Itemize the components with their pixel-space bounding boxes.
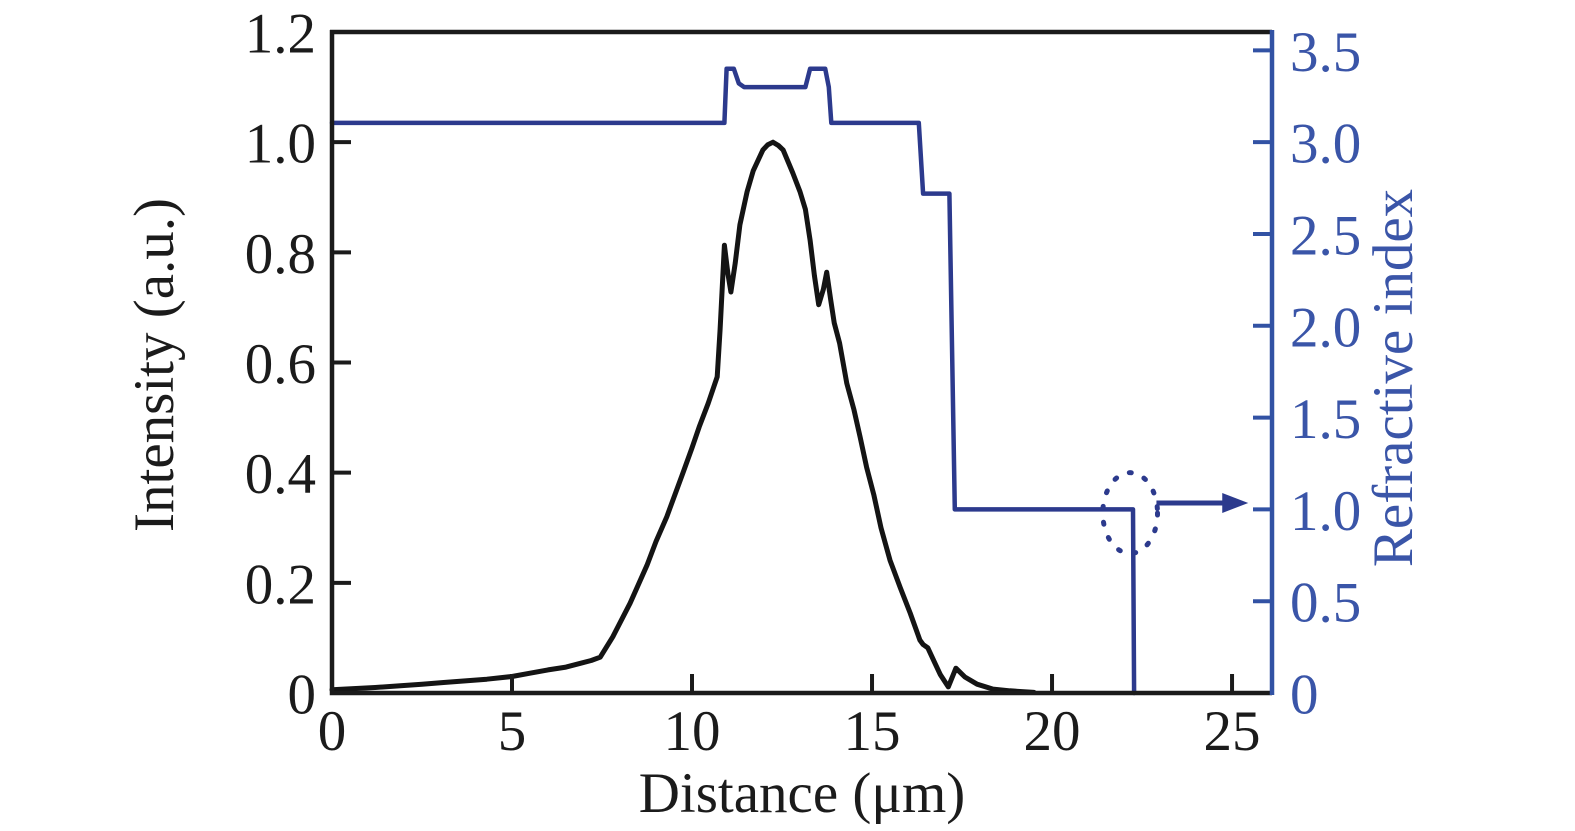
- y-left-tick-label: 0.2: [245, 553, 316, 616]
- tick-marks-group: [332, 48, 1272, 693]
- y-right-tick-label: 2.5: [1290, 204, 1361, 267]
- x-tick-label: 15: [844, 700, 901, 763]
- y-left-tick-label: 0.4: [245, 443, 316, 506]
- y-right-tick-label: 0.5: [1290, 572, 1361, 635]
- x-tick-label: 5: [498, 700, 527, 763]
- y-right-tick-label: 2.0: [1290, 296, 1361, 359]
- intensity-curve: [329, 139, 1037, 695]
- refractive-index-curve: [329, 66, 1137, 696]
- y-left-tick-label: 0.8: [245, 223, 316, 286]
- right-axis-pointer-arrowhead: [1222, 492, 1249, 513]
- y-right-tick-label: 1.5: [1290, 388, 1361, 451]
- x-tick-label: 20: [1024, 700, 1081, 763]
- x-tick-label: 25: [1204, 700, 1261, 763]
- y-left-tick-label: 1.0: [245, 113, 316, 176]
- y-left-tick-label: 0.6: [245, 333, 316, 396]
- y-left-tick-label: 1.2: [245, 3, 316, 66]
- tick-labels-group: 0 5 10 15 20 25 0 0.2 0.4 0.6 0.8 1.0 1.2 0 0.5 1.0 1.5 2…: [245, 3, 1362, 763]
- plot-frame: [329, 29, 1275, 696]
- y-right-tick-label: 0: [1290, 664, 1319, 727]
- y-left-tick-label: 0: [288, 664, 317, 727]
- y-right-axis-title: Refractive index: [1362, 189, 1425, 567]
- curves-group: [329, 66, 1137, 696]
- y-right-tick-label: 3.5: [1290, 21, 1361, 84]
- x-tick-label: 0: [318, 700, 347, 763]
- y-right-tick-label: 3.0: [1290, 113, 1361, 176]
- dotted-ellipse-annotation: [1100, 470, 1161, 556]
- left-bottom-axis-line: [329, 30, 1272, 696]
- x-tick-label: 10: [664, 700, 721, 763]
- annotations-group: [1100, 470, 1249, 556]
- y-right-tick-label: 1.0: [1290, 480, 1361, 543]
- y-left-axis-title: Intensity (a.u.): [123, 198, 186, 532]
- x-axis-title: Distance (μm): [639, 762, 966, 825]
